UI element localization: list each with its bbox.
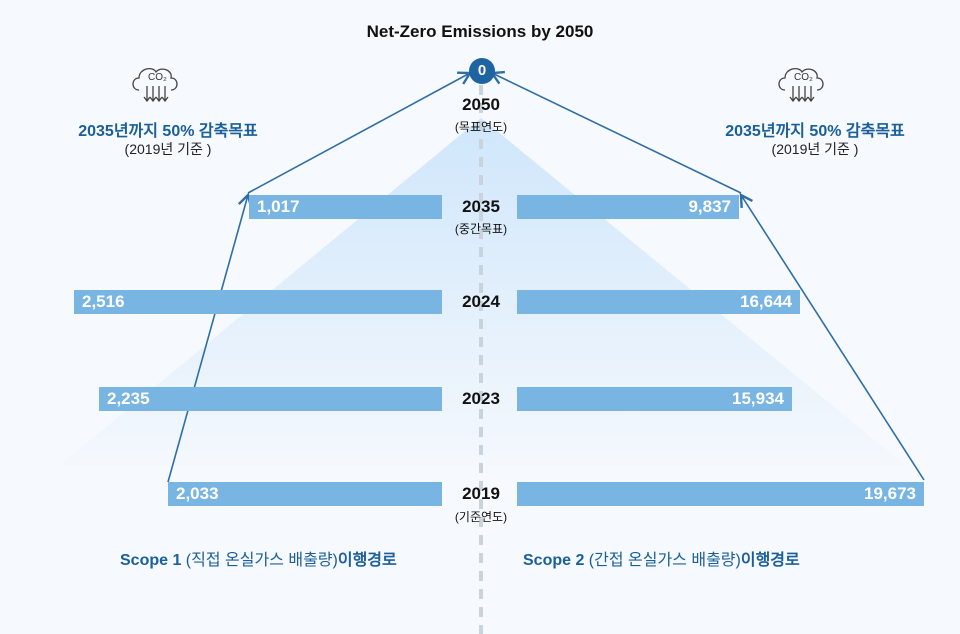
scope1-goal: 2035년까지 50% 감축목표	[78, 123, 258, 140]
scope2-goal: 2035년까지 50% 감축목표	[725, 123, 905, 140]
scope2-bar-2024: 16,644	[517, 290, 800, 314]
scope1-path-arrow-top	[247, 71, 473, 194]
year-label: 2024	[462, 292, 500, 311]
year-note: (중간목표)	[454, 222, 508, 236]
scope1-bar-2023: 2,235	[99, 387, 442, 411]
scope2-label: Scope 2 (간접 온실가스 배출량)이행경로	[523, 552, 800, 569]
scope2-bar-2019: 19,673	[517, 482, 924, 506]
scope2-path-arrow	[739, 192, 925, 481]
scope1-label: Scope 1 (직접 온실가스 배출량)이행경로	[120, 552, 397, 569]
chart-title: Net-Zero Emissions by 2050	[366, 22, 594, 41]
scope1-bar-2035: 1,017	[249, 195, 442, 219]
scope2-path-arrow-top	[489, 70, 742, 194]
co2-label: CO₂	[794, 72, 813, 83]
scope1-path-arrow	[167, 192, 253, 483]
scope2-base: (2019년 기준 )	[771, 141, 859, 157]
scope2-bar-2023: 15,934	[517, 387, 792, 411]
year-note: (기준연도)	[454, 510, 508, 524]
scope1-bar-2024: 2,516	[74, 290, 442, 314]
scope1-base: (2019년 기준 )	[124, 141, 212, 157]
target-zero-badge: 0	[469, 58, 495, 84]
co2-cloud-icon	[778, 67, 824, 103]
year-note: (목표연도)	[454, 120, 508, 134]
co2-label: CO₂	[148, 72, 167, 83]
scope2-bar-2035: 9,837	[517, 195, 739, 219]
year-label: 2050	[462, 95, 500, 114]
year-label: 2035	[462, 197, 500, 216]
year-label: 2023	[462, 389, 500, 408]
co2-cloud-icon	[132, 67, 178, 103]
year-label: 2019	[462, 484, 500, 503]
scope1-bar-2019: 2,033	[168, 482, 442, 506]
